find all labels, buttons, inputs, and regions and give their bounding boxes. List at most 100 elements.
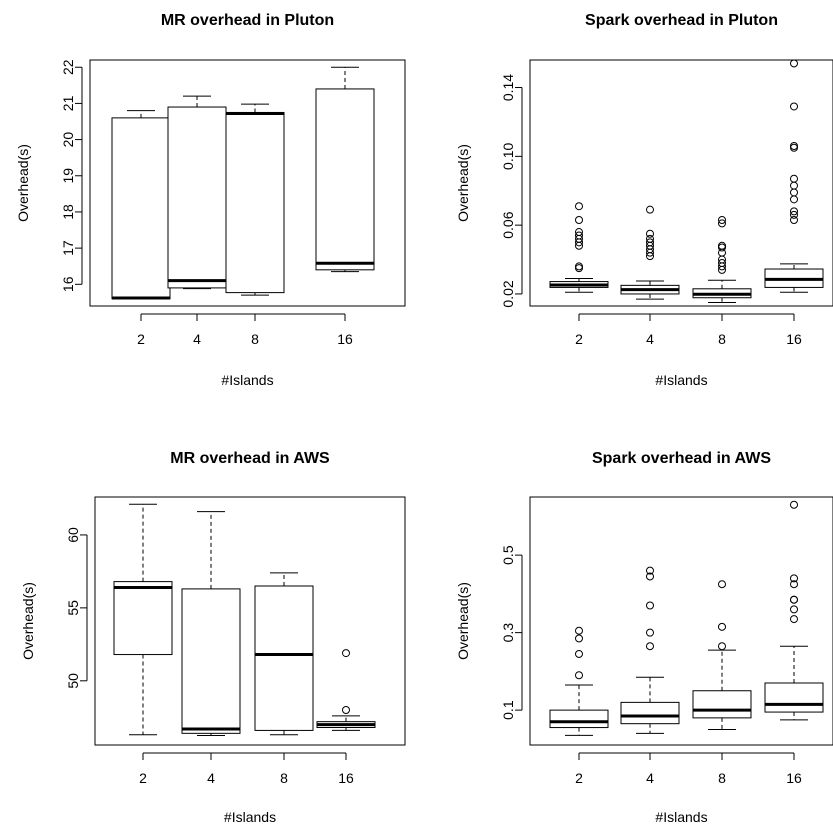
outlier-point xyxy=(718,243,726,252)
panel-4: Spark overhead in AWS #Islands Overhead(s)… xyxy=(455,450,833,825)
x-tick-label: 16 xyxy=(786,770,802,786)
y-tick-label: 0.06 xyxy=(500,211,516,238)
y-tick-label: 21 xyxy=(60,95,76,111)
outlier-point xyxy=(718,622,726,631)
panel-3: MR overhead in AWS #Islands Overhead(s) 50 5… xyxy=(20,450,406,825)
x-tick-label: 2 xyxy=(575,770,583,786)
box-8 xyxy=(692,580,752,730)
outlier-point xyxy=(718,258,726,267)
x-tick-label: 16 xyxy=(337,331,353,347)
plot-frame xyxy=(94,496,406,746)
outlier-point xyxy=(575,671,583,680)
outlier-point xyxy=(575,202,583,211)
y-tick-label: 17 xyxy=(60,240,76,256)
box-8 xyxy=(692,215,752,304)
y-axis-label: Overhead(s) xyxy=(455,582,471,660)
box-2 xyxy=(111,110,171,300)
y-tick-label: 18 xyxy=(60,204,76,220)
outlier-point xyxy=(790,500,798,509)
iqr-box xyxy=(692,690,752,719)
y-tick-label: 55 xyxy=(65,600,81,616)
outlier-point xyxy=(646,601,654,610)
outlier-point xyxy=(790,143,798,152)
y-tick-label: 0.3 xyxy=(500,623,516,643)
box-2 xyxy=(549,202,609,293)
y-axis-label: Overhead(s) xyxy=(20,582,36,660)
x-axis-label: #Islands xyxy=(221,372,273,388)
outlier-point xyxy=(790,142,798,151)
outlier-point xyxy=(790,174,798,183)
outlier-point xyxy=(646,234,654,243)
outlier-point xyxy=(790,102,798,111)
outlier-point xyxy=(718,580,726,589)
iqr-box xyxy=(167,106,227,289)
x-tick-label: 2 xyxy=(139,770,147,786)
outlier-point xyxy=(790,181,798,190)
box-4 xyxy=(620,566,680,734)
panel-1: MR overhead in Pluton #Islands Overhead(s)… xyxy=(15,12,406,388)
box-16 xyxy=(316,649,376,731)
outlier-point xyxy=(575,231,583,240)
panel-2: Spark overhead in Pluton #Islands Overhead… xyxy=(455,12,833,388)
plot-frame xyxy=(529,496,833,746)
outlier-point xyxy=(790,615,798,624)
box-8 xyxy=(254,572,314,736)
outlier-point xyxy=(718,215,726,224)
x-axis-label: #Islands xyxy=(655,372,707,388)
chart-title: Spark overhead in Pluton xyxy=(585,12,778,29)
outlier-point xyxy=(790,207,798,216)
x-tick-label: 4 xyxy=(193,331,201,347)
y-tick-label: 0.10 xyxy=(500,142,516,169)
outlier-point xyxy=(342,649,350,658)
outlier-point xyxy=(718,219,726,228)
outlier-point xyxy=(790,574,798,583)
outlier-point xyxy=(646,566,654,575)
x-axis-label: #Islands xyxy=(224,809,276,825)
chart-title: MR overhead in AWS xyxy=(170,450,330,467)
y-tick-label: 50 xyxy=(65,673,81,689)
outlier-point xyxy=(790,595,798,604)
iqr-box xyxy=(315,88,375,271)
outlier-point xyxy=(718,642,726,651)
x-tick-label: 2 xyxy=(137,331,145,347)
y-tick-label: 0.14 xyxy=(500,74,516,101)
box-4 xyxy=(181,511,241,737)
outlier-point xyxy=(646,642,654,651)
x-tick-label: 4 xyxy=(646,770,654,786)
outlier-point xyxy=(790,605,798,614)
iqr-box xyxy=(113,581,173,656)
chart-title: Spark overhead in AWS xyxy=(592,450,771,467)
box-4 xyxy=(620,205,680,300)
x-tick-label: 8 xyxy=(718,770,726,786)
outlier-point xyxy=(790,210,798,219)
iqr-box xyxy=(764,682,824,713)
x-tick-label: 8 xyxy=(718,331,726,347)
iqr-box xyxy=(225,111,285,294)
iqr-box xyxy=(254,585,314,731)
x-tick-label: 16 xyxy=(786,331,802,347)
iqr-box xyxy=(549,709,609,729)
x-tick-label: 16 xyxy=(338,770,354,786)
outlier-point xyxy=(575,262,583,271)
outlier-point xyxy=(790,215,798,224)
iqr-box xyxy=(111,117,171,300)
x-tick-label: 8 xyxy=(280,770,288,786)
x-tick-label: 4 xyxy=(646,331,654,347)
outlier-point xyxy=(575,228,583,237)
box-16 xyxy=(315,66,375,273)
outlier-point xyxy=(342,705,350,714)
y-tick-label: 16 xyxy=(60,276,76,292)
outlier-point xyxy=(646,205,654,214)
outlier-point xyxy=(718,241,726,250)
outlier-point xyxy=(575,634,583,643)
outlier-point xyxy=(790,188,798,197)
outlier-point xyxy=(575,264,583,273)
x-tick-label: 8 xyxy=(251,331,259,347)
outlier-point xyxy=(646,238,654,247)
x-axis-label: #Islands xyxy=(655,809,707,825)
box-2 xyxy=(549,626,609,736)
x-tick-label: 2 xyxy=(575,331,583,347)
y-tick-label: 20 xyxy=(60,132,76,148)
y-tick-label: 19 xyxy=(60,168,76,184)
